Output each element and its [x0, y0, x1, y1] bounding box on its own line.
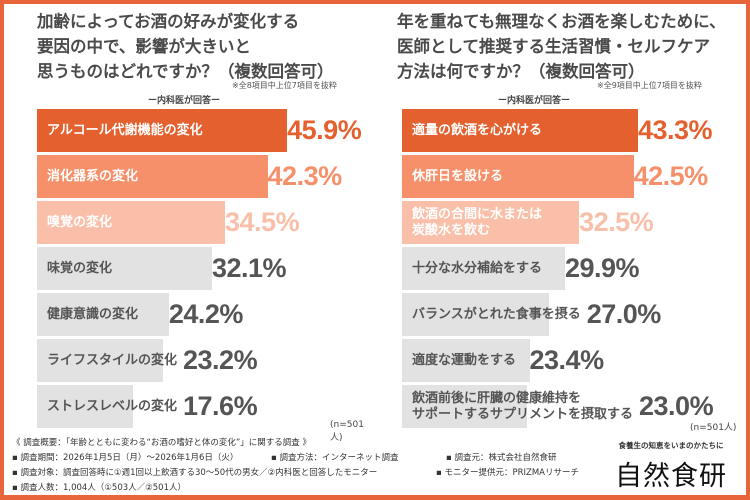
- value-label: 42.3%: [267, 161, 343, 191]
- bar-label-box: 十分な水分補給をする: [402, 247, 565, 290]
- bar-row: 健康意識の変化 24.2%: [37, 293, 361, 336]
- bar: [37, 155, 268, 198]
- bar-label-box: 嗅覚の変化: [37, 201, 226, 244]
- bar-row: 休肝日を設ける 42.5%: [402, 155, 713, 198]
- survey-period: ▪ 調査期間：2026年1月5日（月）～2026年1月6日（火）: [12, 453, 239, 463]
- category-label: 飲酒の合間に水または 炭酸水を飲む: [412, 206, 543, 238]
- category-label: 十分な水分補給をする: [412, 260, 543, 276]
- bar-label-box: ストレスレベルの変化: [37, 385, 183, 428]
- bar: [402, 201, 580, 244]
- category-label: ライフスタイルの変化: [47, 352, 178, 368]
- bar: [37, 201, 226, 244]
- chart-title: 年を重ねても無理なくお酒を楽しむために、 医師として推奨する生活習慣・セルフケア方…: [397, 12, 726, 81]
- value-label: 23.0%: [639, 391, 714, 421]
- value-label: 45.9%: [287, 115, 362, 145]
- category-label: 飲酒前後に肝臓の健康維持を サポートするサプリメントを摂取する: [412, 390, 634, 422]
- category-label: 嗅覚の変化: [47, 214, 113, 230]
- survey-target: ▪ 調査対象：調査回答時に①週1回以上飲酒する30～50代の男女／②内科医と回答…: [12, 468, 378, 478]
- value-label: 32.5%: [579, 207, 654, 237]
- bar: [37, 385, 133, 428]
- logo: 食養生の知恵をいまのかたちに 自然食研: [615, 440, 727, 493]
- survey-organizer: ▪ 調査元：株式会社自然食研: [446, 453, 557, 463]
- bar-rows: アルコール代謝機能の変化 45.9% 消化器系の変化 42.3% 嗅覚の変化 34.5% 味…: [37, 109, 362, 431]
- bar-row: 飲酒前後に肝臓の健康維持を サポートするサプリメントを摂取する 23.0%: [402, 385, 714, 428]
- sample-size: (n=501人): [330, 420, 364, 443]
- monitor-provider: ▪ モニター提供元：PRIZMAリサーチ: [436, 468, 579, 478]
- value-label: 17.6%: [183, 391, 258, 421]
- category-label: ストレスレベルの変化: [47, 398, 178, 414]
- bar-label-box: 飲酒前後に肝臓の健康維持を サポートするサプリメントを摂取する: [402, 385, 639, 428]
- value-label: 27.0%: [586, 299, 662, 329]
- survey-method: ▪ 調査方法：インターネット調査: [271, 453, 399, 463]
- category-label: アルコール代謝機能の変化: [47, 122, 203, 138]
- bar-label-box: ライフスタイルの変化: [37, 339, 183, 382]
- bar: [37, 293, 169, 336]
- bar-row: 適量の飲酒を心がける 43.3%: [402, 109, 713, 152]
- bar-label-box: 消化器系の変化: [37, 155, 268, 198]
- value-label: 23.2%: [183, 345, 258, 375]
- bar-label-box: 飲酒の合間に水または 炭酸水を飲む: [402, 201, 580, 244]
- bar: [37, 109, 288, 152]
- bar-row: 適度な運動をする 23.4%: [402, 339, 713, 382]
- overview-title: 《 調査概要：「年齢とともに変わる“お酒の嗜好と体の変化”」に関する調査 》: [12, 438, 311, 448]
- value-label: 43.3%: [637, 115, 713, 145]
- bar-row: 飲酒の合間に水または 炭酸水を飲む 32.5%: [402, 201, 713, 244]
- bar-label-box: 適度な運動をする: [402, 339, 530, 382]
- bar-row: バランスがとれた食事を摂る 27.0%: [402, 293, 713, 336]
- sample-size: (n=501人): [690, 423, 737, 433]
- bar-label-box: 健康意識の変化: [37, 293, 169, 336]
- value-label: 23.4%: [529, 345, 605, 375]
- bar-row: ストレスレベルの変化 17.6%: [37, 385, 361, 428]
- bar-row: アルコール代謝機能の変化 45.9%: [37, 109, 362, 152]
- bar: [402, 339, 530, 382]
- bar: [402, 247, 565, 290]
- chart-left: 加齢によってお酒の好みが変化する 要因の中で、影響が大きいと 思うものはどれですか？…: [0, 0, 375, 443]
- bar-row: 味覚の変化 32.1%: [37, 247, 361, 290]
- survey-count: ▪ 調査人数：1,004人（①503人／②501人）: [12, 483, 186, 493]
- bar-row: 十分な水分補給をする 29.9%: [402, 247, 713, 290]
- bar-rows: 適量の飲酒を心がける 43.3% 休肝日を設ける 42.5% 飲酒の合間に水または 炭酸水…: [402, 109, 714, 431]
- category-label: 休肝日を設ける: [412, 168, 504, 184]
- bar-label-box: 味覚の変化: [37, 247, 212, 290]
- category-label: 消化器系の変化: [47, 168, 139, 184]
- bar: [402, 293, 550, 336]
- value-label: 29.9%: [564, 253, 640, 283]
- bar-row: ライフスタイルの変化 23.2%: [37, 339, 361, 382]
- chart-title: 加齢によってお酒の好みが変化する 要因の中で、影響が大きいと 思うものはどれですか？…: [37, 12, 334, 81]
- bar: [37, 247, 212, 290]
- bar: [402, 385, 528, 428]
- value-label: 24.2%: [168, 299, 244, 329]
- bar-label-box: 休肝日を設ける: [402, 155, 634, 198]
- survey-overview: 《 調査概要：「年齢とともに変わる“お酒の嗜好と体の変化”」に関する調査 》 ▪…: [12, 436, 579, 496]
- bar-row: 消化器系の変化 42.3%: [37, 155, 361, 198]
- chart-note: ※全8項目中上位7項目を抜粋: [232, 81, 337, 90]
- category-label: 味覚の変化: [47, 260, 113, 276]
- category-label: 適量の飲酒を心がける: [412, 122, 543, 138]
- value-label: 32.1%: [211, 253, 287, 283]
- bar: [402, 109, 638, 152]
- chart-note: ※全9項目中上位7項目を抜粋: [597, 81, 702, 90]
- logo-name: 自然食研: [615, 461, 727, 492]
- chart-right: 年を重ねても無理なくお酒を楽しむために、 医師として推奨する生活習慣・セルフケア方…: [375, 0, 750, 440]
- category-label: 適度な運動をする: [412, 352, 517, 368]
- bar-label-box: 適量の飲酒を心がける: [402, 109, 638, 152]
- bar-label-box: アルコール代謝機能の変化: [37, 109, 288, 152]
- category-label: 健康意識の変化: [47, 306, 139, 322]
- bar-row: 嗅覚の変化 34.5%: [37, 201, 361, 244]
- logo-tagline: 食養生の知恵をいまのかたちに: [618, 441, 724, 450]
- bar: [402, 155, 634, 198]
- respondent-label: ー内科医が回答ー: [148, 96, 221, 106]
- category-label: バランスがとれた食事を摂る: [412, 306, 581, 322]
- bar-label-box: バランスがとれた食事を摂る: [402, 293, 587, 336]
- value-label: 42.5%: [633, 161, 709, 191]
- respondent-label: ー内科医が回答ー: [498, 96, 571, 106]
- value-label: 34.5%: [225, 207, 300, 237]
- bar: [37, 339, 164, 382]
